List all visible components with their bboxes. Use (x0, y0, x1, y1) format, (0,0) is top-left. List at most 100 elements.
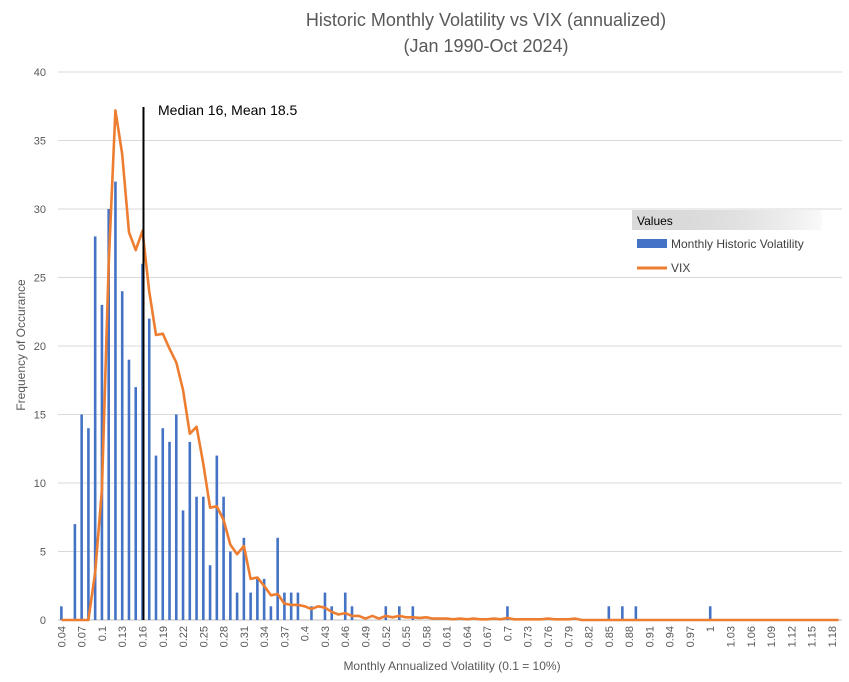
x-tick-label: 0.43 (320, 626, 332, 647)
volatility-bar (222, 496, 225, 620)
legend-title: Values (637, 214, 673, 228)
x-tick-label: 0.46 (340, 626, 352, 647)
volatility-bar (296, 592, 300, 620)
median-annotation: Median 16, Mean 18.5 (158, 102, 298, 118)
x-tick-label: 1.03 (726, 626, 738, 647)
volatility-bar (276, 537, 279, 620)
volatility-bar (249, 592, 252, 620)
volatility-bar (269, 606, 273, 620)
y-tick-label: 10 (34, 478, 46, 490)
y-tick-label: 30 (34, 204, 46, 216)
volatility-bar (242, 537, 246, 620)
volatility-bar (634, 606, 638, 620)
x-tick-label: 0.94 (665, 626, 677, 647)
volatility-bar (73, 524, 77, 620)
volatility-bar (161, 428, 165, 620)
x-tick-label: 0.7 (502, 626, 514, 641)
x-tick-label: 0.76 (543, 626, 555, 647)
x-tick-label: 0.28 (219, 626, 231, 647)
volatility-bar (168, 441, 171, 620)
y-tick-label: 5 (40, 547, 46, 559)
y-tick-label: 0 (40, 615, 46, 627)
y-tick-label: 35 (34, 136, 46, 148)
x-tick-label: 0.97 (685, 626, 697, 647)
vix-line (61, 109, 839, 622)
volatility-bar (398, 606, 401, 620)
volatility-bar (323, 592, 327, 620)
legend-swatch-bars (637, 239, 667, 248)
y-axis-ticks: 0 5 10 15 20 25 30 35 40 (34, 67, 46, 627)
y-axis-title: Frequency of Occurance (14, 279, 28, 411)
volatility-bar (174, 414, 178, 620)
x-tick-label: 1 (705, 626, 717, 632)
volatility-bar (235, 592, 239, 620)
x-tick-label: 1.15 (807, 626, 819, 647)
x-tick-label: 0.88 (624, 626, 636, 647)
volatility-bar (256, 578, 259, 620)
volatility-bar (120, 291, 124, 620)
x-axis-ticks: 0.04 0.07 0.1 0.13 0.16 0.19 0.22 0.25 0.28 0.31 0… (56, 626, 839, 647)
x-tick-label: 0.22 (178, 626, 190, 647)
volatility-bar (87, 428, 90, 620)
volatility-bar (506, 606, 509, 620)
x-tick-label: 0.52 (381, 626, 393, 647)
x-tick-label: 1.06 (746, 626, 758, 647)
y-tick-label: 25 (34, 273, 46, 285)
x-tick-label: 0.4 (300, 626, 312, 641)
x-tick-label: 0.49 (361, 626, 373, 647)
volatility-bar (350, 606, 354, 620)
volatility-bars (60, 181, 712, 620)
volatility-bar (60, 606, 63, 620)
volatility-bar (134, 387, 138, 620)
x-tick-label: 0.31 (239, 626, 251, 647)
volatility-bar (411, 606, 415, 620)
x-tick-label: 0.19 (158, 626, 170, 647)
volatility-bar (107, 209, 110, 620)
y-tick-label: 15 (34, 410, 46, 422)
vix-line-group (61, 109, 839, 622)
volatility-bar (93, 236, 97, 620)
volatility-bar (343, 592, 347, 620)
x-tick-label: 0.07 (77, 626, 89, 647)
volatility-bar (114, 181, 117, 620)
volatility-bar (208, 565, 212, 620)
volatility-bar (202, 496, 205, 620)
x-tick-label: 0.13 (117, 626, 129, 647)
x-axis-title: Monthly Annualized Volatility (0.1 = 10%… (343, 659, 560, 673)
legend-header-gradient (632, 210, 822, 230)
volatility-bar (283, 592, 286, 620)
x-tick-label: 0.79 (563, 626, 575, 647)
volatility-bar (147, 318, 151, 620)
legend-label-vix: VIX (671, 261, 690, 275)
x-tick-label: 1.12 (786, 626, 798, 647)
x-tick-label: 0.73 (523, 626, 535, 647)
volatility-bar (310, 606, 313, 620)
x-tick-label: 0.61 (442, 626, 454, 647)
volatility-bar (215, 455, 219, 620)
x-tick-label: 0.82 (584, 626, 596, 647)
volatility-bar (262, 578, 266, 620)
volatility-bar (289, 592, 293, 620)
x-tick-label: 0.34 (259, 626, 271, 647)
volatility-bar (127, 359, 131, 620)
legend: Values Monthly Historic Volatility VIX (632, 210, 822, 275)
y-tick-label: 20 (34, 341, 46, 353)
volatility-bar (229, 551, 232, 620)
x-tick-label: 0.16 (138, 626, 150, 647)
volatility-bar (607, 606, 611, 620)
x-tick-label: 0.85 (604, 626, 616, 647)
volatility-bar (80, 414, 83, 620)
x-tick-label: 0.25 (198, 626, 210, 647)
chart-title: Historic Monthly Volatility vs VIX (annu… (306, 10, 666, 30)
x-tick-label: 0.1 (97, 626, 109, 641)
x-tick-label: 1.09 (766, 626, 778, 647)
volatility-bar (621, 606, 624, 620)
x-tick-label: 1.18 (827, 626, 839, 647)
chart-subtitle: (Jan 1990-Oct 2024) (403, 36, 568, 56)
volatility-bar (154, 455, 158, 620)
y-tick-label: 40 (34, 67, 46, 79)
x-tick-label: 0.91 (644, 626, 656, 647)
legend-label-bars: Monthly Historic Volatility (671, 237, 804, 251)
volatility-bar (384, 606, 388, 620)
